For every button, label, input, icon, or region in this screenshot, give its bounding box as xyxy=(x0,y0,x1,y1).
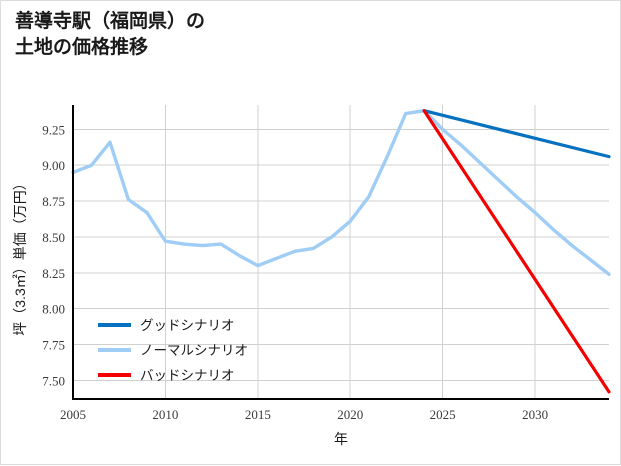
series-line-normal xyxy=(71,109,611,276)
y-axis-tick-labels: 7.50 7.75 8.00 8.25 8.50 8.75 9.00 9.25 xyxy=(42,122,65,388)
series-line-good xyxy=(422,109,611,159)
y-axis-title: 坪（3.3㎡）単価（万円） xyxy=(12,176,28,335)
x-tick-label: 2015 xyxy=(245,407,271,422)
page-title: 善導寺駅（福岡県）の 土地の価格推移 xyxy=(15,11,206,58)
x-axis-title: 年 xyxy=(334,431,348,447)
x-axis-tick-labels: 2005 2010 2015 2020 2025 2030 xyxy=(60,407,548,422)
y-tick-label: 8.25 xyxy=(42,266,65,281)
legend-label: バッドシナリオ xyxy=(140,368,235,383)
y-tick-label: 7.50 xyxy=(42,373,65,388)
x-tick-label: 2030 xyxy=(522,407,548,422)
y-tick-label: 8.00 xyxy=(42,302,65,317)
y-tick-label: 9.25 xyxy=(42,122,65,137)
series-group xyxy=(71,109,611,394)
gridline-group xyxy=(72,105,609,399)
x-tick-label: 2020 xyxy=(337,407,363,422)
legend-label: ノーマルシナリオ xyxy=(140,343,248,358)
legend-label: グッドシナリオ xyxy=(140,318,235,333)
x-tick-label: 2010 xyxy=(152,407,178,422)
y-tick-label: 9.00 xyxy=(42,158,65,173)
y-tick-label: 7.75 xyxy=(42,338,65,353)
series-line-bad xyxy=(422,109,611,394)
x-tick-label: 2025 xyxy=(430,407,456,422)
y-tick-label: 8.50 xyxy=(42,230,65,245)
x-tick-label: 2005 xyxy=(60,407,86,422)
y-tick-label: 8.75 xyxy=(42,194,65,209)
